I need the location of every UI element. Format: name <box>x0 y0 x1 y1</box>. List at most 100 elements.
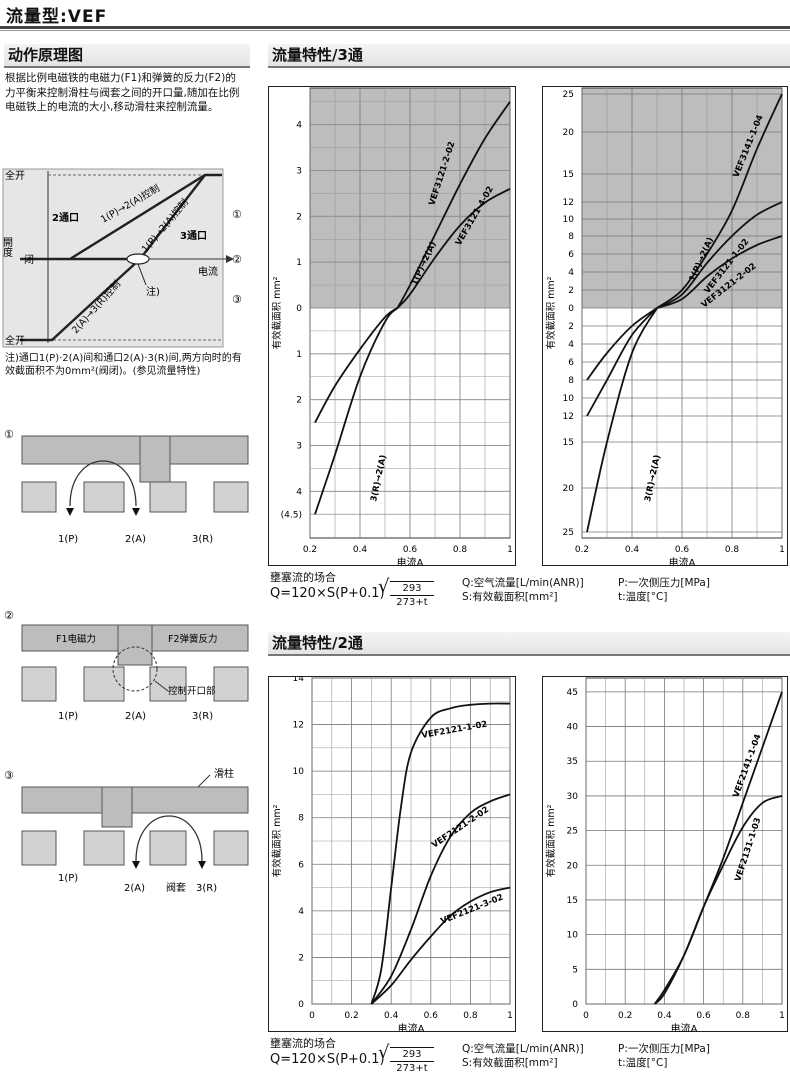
y-tick-label: 8 <box>298 814 304 824</box>
state3-flow-arrow <box>135 815 203 862</box>
y-tick-label: 20 <box>567 861 579 871</box>
state2-marker: ② <box>4 609 14 622</box>
y-tick-label: 3 <box>296 442 302 452</box>
formula-label: 壅塞流的场合 <box>270 571 336 584</box>
series-line <box>653 795 783 1005</box>
series-line <box>653 691 783 1005</box>
formula-q: Q:空气流量[L/min(ANR)] <box>462 577 584 589</box>
x-tick-label: 1 <box>507 1011 513 1021</box>
state2-sleeve-b <box>83 666 125 702</box>
x-tick-label: 0.2 <box>618 1011 632 1021</box>
state3-arrow-r-icon <box>198 861 206 869</box>
formula-t: t:温度[°C] <box>618 591 668 603</box>
state3-land <box>101 786 133 828</box>
y-tick-label: 40 <box>567 723 579 733</box>
y-tick-label: (4.5) <box>281 510 302 520</box>
x-tick-label: 1 <box>507 545 513 555</box>
chart-frame <box>268 676 516 1032</box>
state2-sleeve-c <box>149 666 187 702</box>
line-3port <box>20 174 206 342</box>
state1-sleeve-b <box>83 481 125 513</box>
state3-spool-label: 滑柱 <box>214 767 234 780</box>
y-tick-label: 0 <box>296 304 302 314</box>
state3-sleeve-b <box>83 830 125 866</box>
x-tick-label: 0.8 <box>453 545 468 555</box>
y-axis-label: 有效截面积 mm² <box>545 276 557 349</box>
title-rule <box>0 26 790 29</box>
x-tick-label: 0.8 <box>725 545 740 555</box>
label-port3: 3通口 <box>180 230 207 242</box>
chart-frame <box>542 676 788 1032</box>
series-line <box>586 307 658 381</box>
y-tick-label: 12 <box>563 198 574 208</box>
y-tick-label: 25 <box>567 827 578 837</box>
y-tick-label: 15 <box>567 896 578 906</box>
label-closed: 闭 <box>24 253 34 266</box>
x-tick-label: 0.4 <box>353 545 368 555</box>
state3-diagram: ③ 滑柱 1(P) 2(A) 阀套 3(R) <box>4 767 249 894</box>
x-tick-label: 0.6 <box>696 1011 711 1021</box>
x-tick-label: 0.4 <box>657 1011 672 1021</box>
x-tick-label: 0.2 <box>344 1011 358 1021</box>
y-tick-label: 12 <box>563 412 574 422</box>
y-tick-label: 45 <box>567 688 578 698</box>
y-tick-label: 4 <box>568 268 574 278</box>
state2-land <box>117 624 153 666</box>
x-arrow-icon <box>226 255 234 263</box>
sqrt2-icon: √ <box>378 1042 390 1063</box>
state2-port-a: 2(A) <box>125 711 146 722</box>
formula2-label: 壅塞流的场合 <box>270 1037 336 1050</box>
x-tick-label: 0.6 <box>675 545 690 555</box>
state1-spool <box>21 435 249 465</box>
state3-sleeve-c <box>149 830 187 866</box>
y-tick-label: 25 <box>563 528 574 538</box>
state3-arrow-a-icon <box>132 861 140 869</box>
chart-3port-b: 0.2 0.4 0.6 0.8 1252015121086420246810121520… <box>542 86 788 566</box>
y-tick-label: 8 <box>568 232 574 242</box>
x-tick-label: 0.6 <box>424 1011 439 1021</box>
chart-2port-b: 0 0.2 0.4 0.6 0.8 1051015202530354045电流A有效截面积… <box>542 676 788 1032</box>
state2-port-r: 3(R) <box>192 711 213 722</box>
state3-sleeve-d <box>213 830 249 866</box>
state1-marker: ① <box>4 428 14 441</box>
series-line <box>656 235 783 309</box>
y-tick-label: 10 <box>563 394 575 404</box>
state1-sleeve-c <box>149 481 187 513</box>
x-tick-label: 0.4 <box>625 545 640 555</box>
x-tick-label: 1 <box>779 1011 785 1021</box>
series-line <box>396 188 511 309</box>
y-tick-label: 14 <box>293 676 305 684</box>
formula-2port: 壅塞流的场合 Q=120×S(P+0.1) √ 293 273+t Q:空气流量… <box>270 1037 790 1077</box>
state3-port-p: 1(P) <box>58 873 78 884</box>
formula2-den: 273+t <box>390 1061 434 1076</box>
note-ellipse <box>126 253 150 265</box>
flow-2port-heading: 流量特性/2通 <box>268 632 790 656</box>
state3-port-a: 2(A) <box>124 883 145 894</box>
page-title: 流量型:VEF <box>6 7 108 27</box>
y-tick-label: 10 <box>293 767 305 777</box>
y-tick-label: 0 <box>298 1000 304 1010</box>
marker-1: ① <box>232 208 242 221</box>
y-tick-label: 6 <box>568 250 574 260</box>
state1-port-r: 3(R) <box>192 534 213 545</box>
formula-expr: Q=120×S(P+0.1) <box>270 586 385 601</box>
formula2-q: Q:空气流量[L/min(ANR)] <box>462 1043 584 1055</box>
y-tick-label: 3 <box>296 167 302 177</box>
state1-port-a: 2(A) <box>125 534 146 545</box>
y-tick-label: 15 <box>563 438 574 448</box>
x-tick-label: 1 <box>779 545 785 555</box>
y-tick-label: 25 <box>563 90 574 100</box>
y-tick-label: 4 <box>568 340 574 350</box>
x-tick-label: 0.8 <box>463 1011 478 1021</box>
y-tick-label: 4 <box>296 121 302 131</box>
y-tick-label: 4 <box>296 487 302 497</box>
y-tick-label: 4 <box>298 907 304 917</box>
y-tick-label: 20 <box>563 128 575 138</box>
y-tick-label: 15 <box>563 170 574 180</box>
label-current: 电流 <box>198 265 218 278</box>
series-line <box>314 307 399 515</box>
flow-3port-heading: 流量特性/3通 <box>268 44 790 68</box>
y-tick-label: 2 <box>298 953 304 963</box>
title-rule-thin <box>0 30 790 31</box>
